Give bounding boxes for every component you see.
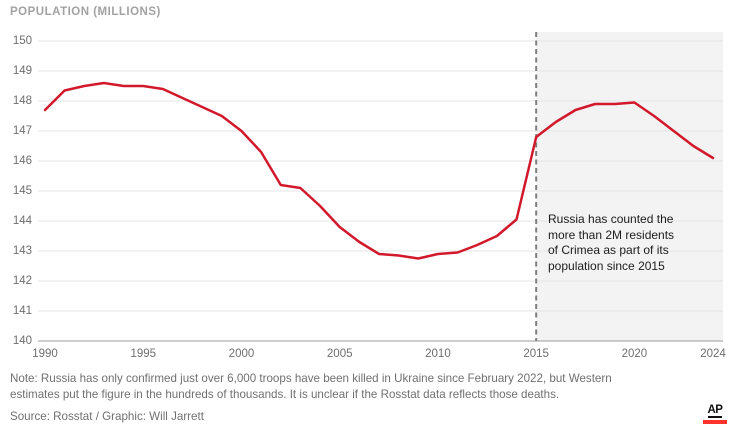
y-axis-label: 142	[12, 274, 32, 287]
chart-title: POPULATION (MILLIONS)	[10, 6, 161, 18]
population-line	[43, 81, 715, 260]
y-axis-label: 149	[12, 64, 32, 77]
x-axis-label: 1990	[32, 348, 58, 360]
y-axis-label: 147	[12, 124, 32, 137]
ap-logo-red-bar	[703, 420, 727, 424]
shaded-region-post-2015	[536, 32, 723, 341]
y-axis-label: 150	[12, 34, 32, 47]
chart-svg	[38, 32, 723, 342]
x-axis-label: 2005	[326, 348, 353, 360]
y-axis-label: 148	[12, 94, 32, 107]
source-text: Source: Rosstat / Graphic: Will Jarrett	[10, 410, 204, 423]
ap-logo: AP	[703, 400, 727, 424]
x-axis-label: 1995	[130, 348, 157, 360]
ap-logo-text: AP	[707, 404, 723, 418]
y-axis-label: 140	[12, 334, 32, 347]
y-axis-label: 146	[12, 154, 32, 167]
x-axis-label: 2010	[425, 348, 451, 360]
x-axis-label: 2024	[700, 348, 726, 360]
x-axis-label: 2015	[523, 348, 549, 360]
y-axis-label: 145	[12, 184, 32, 197]
x-axis-label: 2000	[228, 348, 255, 360]
y-axis-label: 144	[12, 214, 32, 227]
note-text: Note: Russia has only confirmed just ove…	[10, 372, 612, 401]
annotation-crimea: Russia has counted the more than 2M resi…	[548, 212, 675, 273]
y-axis-label: 141	[12, 304, 32, 317]
y-axis-label: 143	[12, 244, 32, 257]
x-axis-label: 2020	[621, 348, 648, 360]
